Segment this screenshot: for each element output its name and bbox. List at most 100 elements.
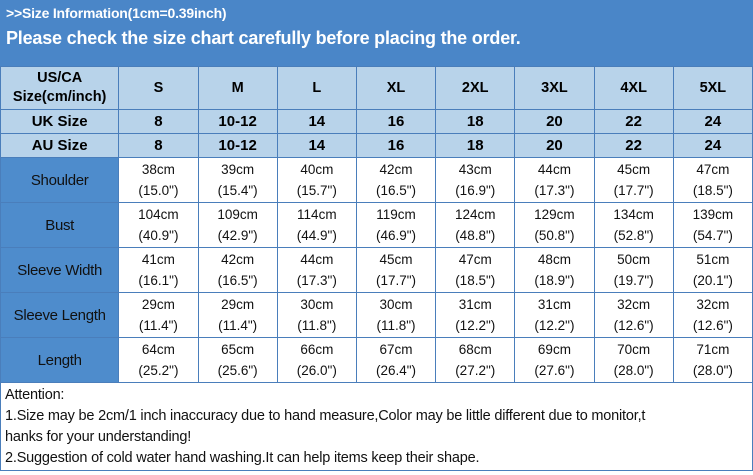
measurement-cm: 50cm <box>617 252 651 267</box>
size-column-header: S <box>118 66 199 110</box>
measurement-cell: 139cm (54.7") <box>672 202 753 248</box>
measurement-cm: 39cm <box>221 162 255 177</box>
measurement-inch: (15.4") <box>217 183 258 198</box>
measurement-inch: (12.2") <box>534 318 575 333</box>
row-label-cell: Length <box>0 337 120 383</box>
measurement-inch: (28.0") <box>613 363 654 378</box>
note-line-0: Attention: <box>5 387 65 403</box>
measurement-inch: (28.0") <box>692 363 733 378</box>
measurement-cm: 32cm <box>617 297 651 312</box>
table-row-sleeve-length: Sleeve Length 29cm (11.4") 29cm (11.4") 30cm (… <box>0 292 753 338</box>
measurement-cm: 65cm <box>221 342 255 357</box>
measurement-cell: 47cm (18.5") <box>435 247 516 293</box>
measurement-cm: 45cm <box>617 162 651 177</box>
measurement-cell: 70cm (28.0") <box>593 337 674 383</box>
table-row-length: Length 64cm (25.2") 65cm (25.6") 66cm (26.0") 6… <box>0 337 753 383</box>
measurement-cell: 48cm (18.9") <box>514 247 595 293</box>
table-cell: 8 <box>118 109 199 134</box>
table-cell: 16 <box>355 133 437 158</box>
size-chart-table: US/CA Size(cm/inch) S M L XL 2XL 3XL 4XL 5XL UK S… <box>0 66 753 383</box>
measurement-cell: 71cm (28.0") <box>672 337 753 383</box>
measurement-cm: 134cm <box>613 207 654 222</box>
banner-instruction-line: Please check the size chart carefully be… <box>6 28 521 48</box>
measurement-cell: 42cm (16.5") <box>355 157 437 203</box>
measurement-cell: 68cm (27.2") <box>435 337 516 383</box>
measurement-inch: (54.7") <box>692 228 733 243</box>
size-column-header: XL <box>355 66 437 110</box>
measurement-cell: 50cm (19.7") <box>593 247 674 293</box>
row-label-cell: Shoulder <box>0 157 120 203</box>
table-cell: 16 <box>355 109 437 134</box>
measurement-cell: 32cm (12.6") <box>593 292 674 338</box>
measurement-cm: 43cm <box>458 162 492 177</box>
measurement-cell: 69cm (27.6") <box>514 337 595 383</box>
measurement-inch: (50.8") <box>534 228 575 243</box>
measurement-cell: 64cm (25.2") <box>118 337 199 383</box>
table-cell: 18 <box>435 109 516 134</box>
measurement-cell: 65cm (25.6") <box>197 337 278 383</box>
measurement-inch: (12.6") <box>692 318 733 333</box>
measurement-cm: 104cm <box>138 207 179 222</box>
measurement-cm: 69cm <box>537 342 571 357</box>
measurement-cm: 45cm <box>379 252 413 267</box>
table-cell: 24 <box>672 133 753 158</box>
measurement-inch: (16.9") <box>455 183 496 198</box>
measurement-cm: 51cm <box>696 252 730 267</box>
measurement-inch: (16.5") <box>375 183 417 198</box>
size-column-header: 2XL <box>435 66 516 110</box>
row-label-cell: Sleeve Length <box>0 292 120 338</box>
measurement-cell: 45cm (17.7") <box>593 157 674 203</box>
measurement-inch: (46.9") <box>375 228 417 243</box>
table-row-sleeve-width: Sleeve Width 41cm (16.1") 42cm (16.5") 44cm (1… <box>0 247 753 293</box>
measurement-cell: 119cm (46.9") <box>355 202 437 248</box>
measurement-inch: (27.2") <box>455 363 496 378</box>
table-row-uk-size: UK Size 8 10-12 14 16 18 20 22 24 <box>0 109 753 134</box>
measurement-cell: 38cm (15.0") <box>118 157 199 203</box>
measurement-inch: (17.3") <box>534 183 575 198</box>
measurement-cell: 42cm (16.5") <box>197 247 278 293</box>
measurement-cell: 44cm (17.3") <box>514 157 595 203</box>
table-cell: 24 <box>672 109 753 134</box>
measurement-cell: 32cm (12.6") <box>672 292 753 338</box>
measurement-cm: 70cm <box>617 342 651 357</box>
table-cell: 22 <box>593 133 674 158</box>
measurement-cm: 67cm <box>379 342 413 357</box>
table-cell: 10-12 <box>197 109 278 134</box>
measurement-cell: 31cm (12.2") <box>514 292 595 338</box>
measurement-cm: 48cm <box>537 252 571 267</box>
measurement-cell: 30cm (11.8") <box>276 292 357 338</box>
banner: >>Size Information(1cm=0.39inch) Please … <box>0 0 753 66</box>
measurement-inch: (11.4") <box>218 318 258 333</box>
measurement-inch: (17.7") <box>375 273 417 288</box>
measurement-cell: 39cm (15.4") <box>197 157 278 203</box>
measurement-cell: 45cm (17.7") <box>355 247 437 293</box>
measurement-cm: 32cm <box>696 297 730 312</box>
measurement-cell: 44cm (17.3") <box>276 247 357 293</box>
table-cell: 10-12 <box>197 133 278 158</box>
measurement-cell: 66cm (26.0") <box>276 337 357 383</box>
measurement-cm: 30cm <box>379 297 413 312</box>
measurement-cm: 64cm <box>141 342 175 357</box>
measurement-cell: 40cm (15.7") <box>276 157 357 203</box>
measurement-cell: 129cm (50.8") <box>514 202 595 248</box>
table-cell: 18 <box>435 133 516 158</box>
measurement-inch: (11.8") <box>297 318 337 333</box>
measurement-cm: 114cm <box>297 207 337 222</box>
measurement-inch: (11.4") <box>138 318 178 333</box>
measurement-cm: 119cm <box>376 207 416 222</box>
measurement-cm: 44cm <box>537 162 571 177</box>
measurement-cm: 40cm <box>300 162 334 177</box>
measurement-cm: 129cm <box>534 207 575 222</box>
size-column-header: 5XL <box>672 66 753 110</box>
size-column-header: 4XL <box>593 66 674 110</box>
measurement-cm: 29cm <box>141 297 175 312</box>
measurement-cm: 68cm <box>458 342 492 357</box>
corner-label-cell: US/CA Size(cm/inch) <box>0 66 120 110</box>
measurement-cm: 47cm <box>458 252 492 267</box>
measurement-cell: 43cm (16.9") <box>435 157 516 203</box>
measurement-cm: 44cm <box>300 252 334 267</box>
measurement-inch: (15.0") <box>138 183 179 198</box>
measurement-cm: 41cm <box>141 252 175 267</box>
measurement-cm: 31cm <box>458 297 492 312</box>
